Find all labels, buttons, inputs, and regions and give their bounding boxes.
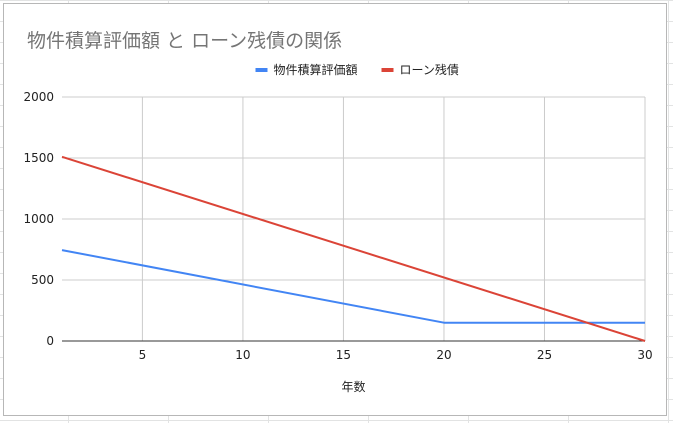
chart-title: 物件積算評価額 と ローン残債の関係 [27,30,343,52]
legend-label: ローン残債 [400,62,459,77]
legend-swatch [381,68,394,72]
legend-swatch [255,68,268,72]
chart-container[interactable]: 物件積算評価額 と ローン残債の関係 [3,3,667,416]
legend-label: 物件積算評価額 [274,62,358,77]
x-tick-label: 25 [537,348,552,362]
y-tick-label: 500 [31,273,54,287]
y-tick-label: 2000 [23,90,54,104]
y-tick-label: 1500 [23,151,54,165]
x-tick-label: 10 [235,348,250,362]
series-line[interactable] [61,249,645,324]
x-tick-label: 5 [139,348,147,362]
x-tick-label: 30 [637,348,652,362]
x-axis-title: 年数 [341,379,365,394]
x-tick-label: 20 [436,348,451,362]
y-tick-label: 1000 [23,212,54,226]
y-tick-label: 0 [46,334,54,348]
x-tick-label: 15 [336,348,351,362]
series-line[interactable] [61,155,646,342]
